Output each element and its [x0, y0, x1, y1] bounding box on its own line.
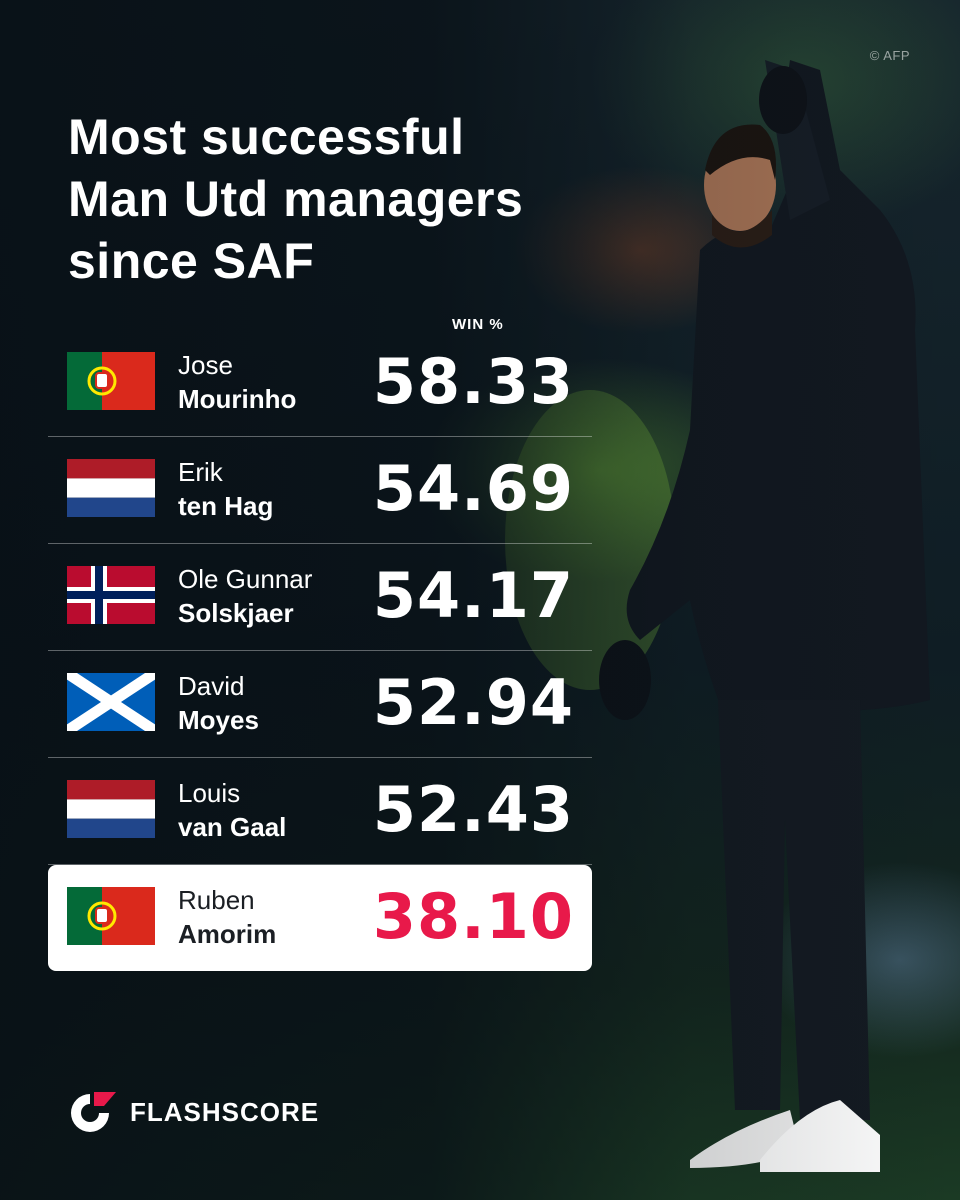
first-name: Erik [178, 457, 223, 487]
win-percent-value: 58.33 [372, 345, 574, 418]
win-percent-value: 54.69 [372, 452, 574, 525]
brand-name: FLASHSCORE [130, 1096, 320, 1127]
table-row: Erik ten Hag 54.69 [48, 437, 592, 544]
manager-name: Ruben Amorim [178, 883, 276, 951]
title-line-3: since SAF [68, 233, 315, 289]
netherlands-flag-icon [67, 459, 155, 517]
win-percent-value: 52.43 [372, 773, 574, 846]
page-title: Most successful Man Utd managers since S… [68, 106, 628, 292]
win-percent-value: 52.94 [372, 666, 574, 739]
first-name: Ruben [178, 885, 255, 915]
scotland-flag-icon [67, 673, 155, 731]
title-line-1: Most successful [68, 109, 465, 165]
table-row-highlighted: Ruben Amorim 38.10 [48, 865, 592, 971]
manager-name: Erik ten Hag [178, 455, 273, 523]
first-name: Ole Gunnar [178, 564, 313, 594]
win-percent-header: WIN % [452, 316, 504, 333]
win-percent-value: 38.10 [372, 880, 574, 953]
last-name: Solskjaer [178, 598, 294, 628]
portugal-flag-icon [67, 887, 155, 945]
norway-flag-icon [67, 566, 155, 624]
table-row: Jose Mourinho 58.33 [48, 330, 592, 437]
flashscore-logo: FLASHSCORE [66, 1088, 319, 1136]
last-name: Amorim [178, 919, 277, 949]
win-percent-value: 54.17 [372, 559, 574, 632]
first-name: Jose [178, 350, 233, 380]
last-name: Mourinho [178, 384, 297, 414]
manager-name: Jose Mourinho [178, 348, 296, 416]
netherlands-flag-icon [67, 780, 155, 838]
first-name: David [178, 671, 245, 701]
managers-table: Jose Mourinho 58.33 Erik ten Hag 54.69 O… [48, 330, 592, 971]
last-name: ten Hag [178, 491, 274, 521]
first-name: Louis [178, 778, 241, 808]
manager-name: Louis van Gaal [178, 776, 286, 844]
table-row: Louis van Gaal 52.43 [48, 758, 592, 865]
manager-name: Ole Gunnar Solskjaer [178, 562, 312, 630]
title-line-2: Man Utd managers [68, 171, 524, 227]
table-row: David Moyes 52.94 [48, 651, 592, 758]
manager-name: David Moyes [178, 669, 259, 737]
photo-credit: © AFP [869, 48, 910, 63]
last-name: Moyes [178, 705, 259, 735]
last-name: van Gaal [178, 812, 287, 842]
table-row: Ole Gunnar Solskjaer 54.17 [48, 544, 592, 651]
flashscore-icon [71, 1092, 116, 1132]
portugal-flag-icon [67, 352, 155, 410]
